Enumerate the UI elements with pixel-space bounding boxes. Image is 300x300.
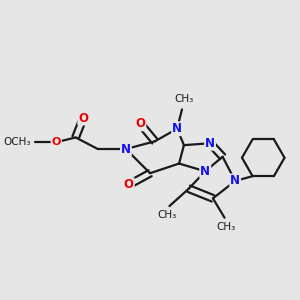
Text: O: O <box>124 178 134 191</box>
Text: N: N <box>230 175 240 188</box>
Text: O: O <box>52 137 61 147</box>
Text: N: N <box>200 165 210 178</box>
Text: O: O <box>135 117 146 130</box>
Text: CH₃: CH₃ <box>158 210 177 220</box>
Text: N: N <box>172 122 182 135</box>
Text: O: O <box>78 112 88 124</box>
Text: CH₃: CH₃ <box>217 222 236 232</box>
Text: CH₃: CH₃ <box>174 94 194 103</box>
Text: N: N <box>121 142 131 155</box>
Text: N: N <box>205 137 215 150</box>
Text: OCH₃: OCH₃ <box>4 137 31 147</box>
